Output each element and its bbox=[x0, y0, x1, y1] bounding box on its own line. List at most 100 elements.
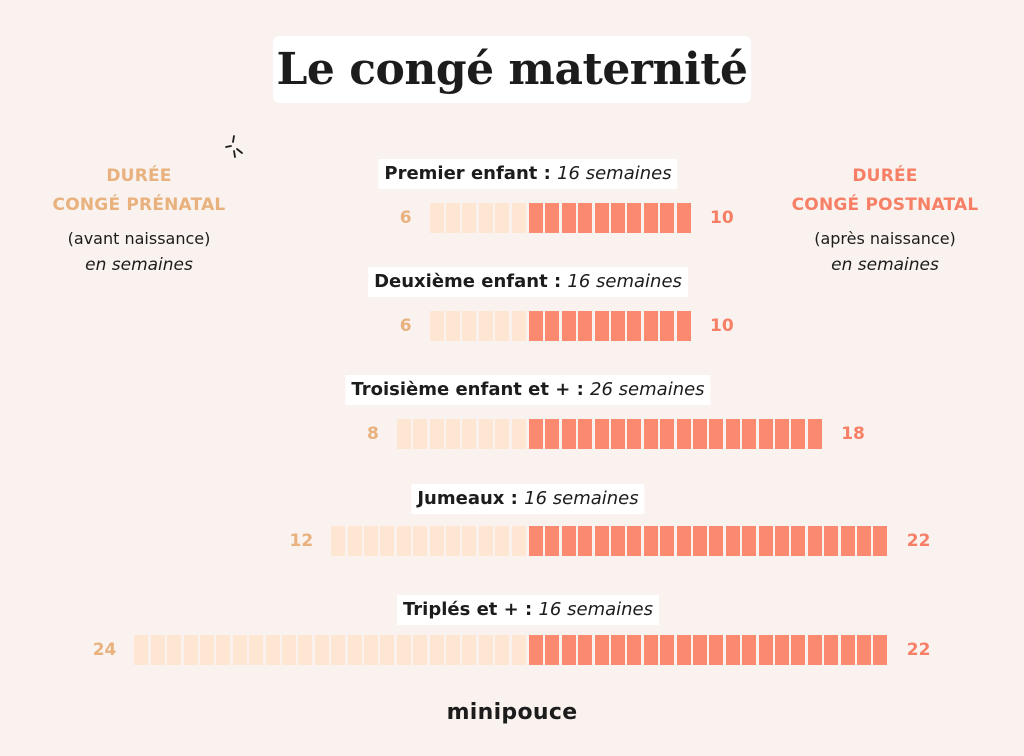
postnatal-week-segment bbox=[676, 419, 691, 449]
postnatal-week-segment bbox=[660, 311, 675, 341]
postnatal-week-segment bbox=[758, 526, 773, 556]
postnatal-week-segment bbox=[643, 203, 658, 233]
prenatal-week-segment bbox=[446, 635, 460, 665]
category-name: Jumeaux : bbox=[417, 488, 525, 509]
prenatal-value-label: 6 bbox=[399, 316, 412, 336]
prenatal-week-segment bbox=[413, 635, 428, 665]
postnatal-week-segment bbox=[709, 635, 724, 665]
postnatal-week-segment bbox=[676, 526, 691, 556]
postnatal-subtitle: (après naissance) bbox=[814, 229, 956, 248]
postnatal-week-segment bbox=[725, 635, 740, 665]
postnatal-week-segment bbox=[758, 419, 773, 449]
category-total: 16 semaines bbox=[567, 271, 682, 292]
postnatal-week-segment bbox=[824, 635, 839, 665]
prenatal-week-segment bbox=[167, 635, 182, 665]
postnatal-week-segment bbox=[529, 203, 543, 233]
postnatal-week-segment bbox=[611, 311, 625, 341]
prenatal-week-segment bbox=[511, 526, 526, 556]
postnatal-week-segment bbox=[594, 311, 609, 341]
category-total: 16 semaines bbox=[557, 163, 672, 184]
postnatal-week-segment bbox=[840, 635, 855, 665]
category-name: Premier enfant : bbox=[384, 163, 558, 184]
postnatal-week-segment bbox=[873, 635, 888, 665]
prenatal-unit: en semaines bbox=[85, 255, 193, 275]
postnatal-week-segment bbox=[561, 635, 576, 665]
prenatal-week-segment bbox=[347, 526, 362, 556]
prenatal-week-segment bbox=[446, 311, 460, 341]
prenatal-week-segment bbox=[232, 635, 247, 665]
postnatal-week-segment bbox=[627, 526, 642, 556]
prenatal-week-segment bbox=[495, 419, 510, 449]
postnatal-week-segment bbox=[627, 311, 642, 341]
postnatal-week-segment bbox=[676, 203, 691, 233]
category-total: 16 semaines bbox=[524, 488, 639, 509]
prenatal-week-segment bbox=[511, 635, 526, 665]
postnatal-week-segment bbox=[840, 526, 855, 556]
postnatal-week-segment bbox=[594, 203, 609, 233]
postnatal-week-segment bbox=[611, 419, 625, 449]
prenatal-week-segment bbox=[413, 419, 428, 449]
prenatal-week-segment bbox=[380, 635, 395, 665]
prenatal-legend: DURÉE CONGÉ PRÉNATAL (avant naissance) e… bbox=[19, 162, 259, 278]
postnatal-week-segment bbox=[758, 635, 773, 665]
prenatal-week-segment bbox=[249, 635, 264, 665]
prenatal-week-segment bbox=[298, 635, 313, 665]
prenatal-week-segment bbox=[331, 635, 346, 665]
prenatal-week-segment bbox=[446, 419, 460, 449]
postnatal-week-segment bbox=[545, 526, 560, 556]
postnatal-week-segment bbox=[660, 635, 675, 665]
row-label: Troisième enfant et + : 26 semaines bbox=[345, 375, 711, 405]
postnatal-unit: en semaines bbox=[831, 255, 939, 275]
prenatal-week-segment bbox=[396, 419, 411, 449]
prenatal-week-segment bbox=[429, 526, 444, 556]
prenatal-week-segment bbox=[413, 526, 428, 556]
postnatal-value-label: 18 bbox=[841, 424, 865, 444]
row-label: Deuxième enfant : 16 semaines bbox=[368, 267, 688, 297]
prenatal-week-segment bbox=[429, 203, 444, 233]
postnatal-value-label: 22 bbox=[906, 640, 931, 660]
postnatal-week-segment bbox=[561, 419, 576, 449]
postnatal-week-segment bbox=[545, 203, 560, 233]
row-label: Triplés et + : 16 semaines bbox=[397, 595, 659, 625]
postnatal-week-segment bbox=[578, 635, 593, 665]
postnatal-week-segment bbox=[775, 635, 789, 665]
prenatal-week-segment bbox=[331, 526, 346, 556]
prenatal-week-segment bbox=[282, 635, 296, 665]
postnatal-week-segment bbox=[545, 635, 560, 665]
prenatal-week-segment bbox=[478, 635, 493, 665]
category-total: 26 semaines bbox=[590, 379, 705, 400]
postnatal-week-segment bbox=[824, 526, 839, 556]
postnatal-week-segment bbox=[676, 635, 691, 665]
postnatal-week-segment bbox=[775, 526, 789, 556]
prenatal-week-segment bbox=[495, 311, 510, 341]
postnatal-week-segment bbox=[578, 419, 593, 449]
postnatal-week-segment bbox=[693, 526, 707, 556]
postnatal-week-segment bbox=[643, 419, 658, 449]
prenatal-value-label: 8 bbox=[366, 424, 379, 444]
category-total: 16 semaines bbox=[538, 599, 653, 620]
postnatal-week-segment bbox=[742, 635, 757, 665]
prenatal-week-segment bbox=[200, 635, 214, 665]
postnatal-week-segment bbox=[578, 526, 593, 556]
prenatal-week-segment bbox=[134, 635, 149, 665]
prenatal-subtitle: (avant naissance) bbox=[67, 229, 211, 248]
postnatal-week-segment bbox=[857, 635, 871, 665]
prenatal-week-segment bbox=[495, 635, 510, 665]
prenatal-value-label: 12 bbox=[289, 531, 314, 551]
postnatal-week-segment bbox=[775, 419, 789, 449]
postnatal-week-segment bbox=[611, 526, 625, 556]
postnatal-week-segment bbox=[693, 635, 707, 665]
prenatal-week-segment bbox=[429, 419, 444, 449]
prenatal-week-segment bbox=[183, 635, 198, 665]
postnatal-week-segment bbox=[791, 526, 806, 556]
prenatal-week-segment bbox=[478, 526, 493, 556]
postnatal-week-segment bbox=[627, 419, 642, 449]
prenatal-week-segment bbox=[462, 203, 477, 233]
category-name: Triplés et + : bbox=[403, 599, 539, 620]
postnatal-week-segment bbox=[676, 311, 691, 341]
postnatal-value-label: 10 bbox=[710, 208, 734, 228]
postnatal-week-segment bbox=[529, 526, 543, 556]
postnatal-week-segment bbox=[807, 526, 822, 556]
postnatal-week-segment bbox=[791, 635, 806, 665]
prenatal-week-segment bbox=[396, 635, 411, 665]
